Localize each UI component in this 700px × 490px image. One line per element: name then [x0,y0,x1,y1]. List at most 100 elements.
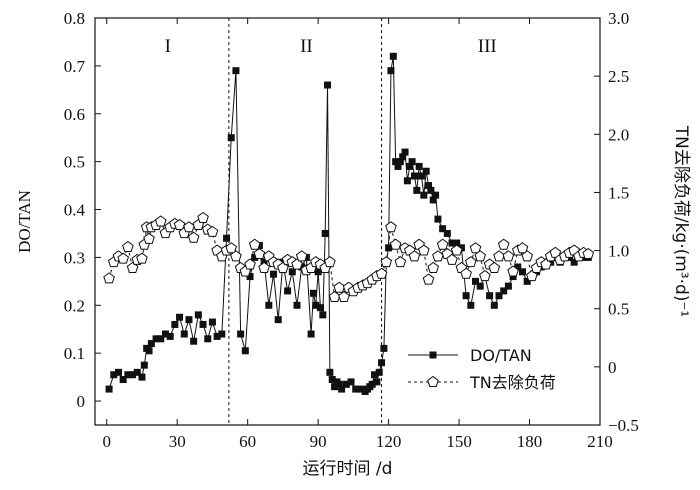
data-point-do-tan [298,263,306,271]
y-right-tick-label: 1.5 [608,183,629,202]
data-point-do-tan [352,385,360,393]
y-right-tick-label: 1.0 [608,242,629,261]
data-point-do-tan [375,368,383,376]
data-point-tn-removal [173,218,186,230]
data-point-tn-removal [103,272,115,284]
x-tick-label: 120 [376,432,402,451]
y-right-tick-label: 3.0 [608,9,629,28]
data-point-tn-removal [154,215,167,227]
data-point-do-tan [293,301,301,309]
data-point-do-tan [394,162,402,170]
x-tick-label: 150 [446,432,472,451]
data-point-do-tan [392,158,400,166]
data-point-tn-removal [488,261,501,273]
data-point-do-tan [429,196,437,204]
data-point-do-tan [129,371,137,379]
data-point-tn-removal [526,270,538,282]
data-point-do-tan [504,282,512,290]
phase-label: II [300,36,313,57]
data-point-do-tan [389,52,397,60]
data-point-do-tan [490,301,498,309]
data-point-do-tan [284,287,292,295]
data-point-tn-removal [479,270,491,282]
data-point-do-tan [114,368,122,376]
data-point-do-tan [472,277,480,285]
data-point-do-tan [378,359,386,367]
data-point-do-tan [251,253,259,261]
data-point-do-tan [417,172,425,180]
data-point-tn-removal [333,281,346,293]
data-point-do-tan [509,273,517,281]
data-point-do-tan [138,373,146,381]
data-point-tn-removal [338,290,350,303]
data-point-do-tan [448,239,456,247]
data-point-tn-removal [253,247,266,260]
data-point-do-tan [422,167,430,175]
data-point-tn-removal [258,261,270,273]
data-point-do-tan [328,376,336,384]
data-point-do-tan [133,368,141,376]
y-left-axis-label: DO/TAN [15,190,34,253]
data-point-do-tan [439,225,447,233]
data-point-do-tan [486,292,494,300]
data-point-do-tan [406,162,414,170]
data-point-do-tan [331,383,339,391]
data-point-do-tan [342,380,350,388]
plot-frame [94,17,601,426]
data-point-tn-removal [380,256,393,268]
data-point-do-tan [500,287,508,295]
y-right-tick-label: 0 [608,358,617,377]
data-point-tn-removal [446,253,458,265]
data-point-do-tan [457,244,465,252]
y-right-tick-label: 0.5 [608,300,629,319]
data-point-tn-removal [117,252,130,264]
y-left-tick-label: 0.5 [64,153,85,172]
data-point-do-tan [176,313,184,321]
y-right-tick-label: 2.5 [608,67,629,86]
data-point-do-tan [380,344,388,352]
data-point-do-tan [307,330,315,338]
data-point-do-tan [204,335,212,343]
data-point-do-tan [166,332,174,340]
data-point-do-tan [432,191,440,199]
data-point-tn-removal [497,238,510,250]
data-point-tn-removal [126,261,139,273]
y-right-tick-label: 2.0 [608,125,629,144]
data-point-do-tan [476,282,484,290]
data-point-tn-removal [469,242,482,254]
x-tick-label: 0 [102,432,111,451]
y-left-tick-label: 0 [77,392,86,411]
data-point-tn-removal [460,267,472,279]
x-tick-label: 90 [310,432,327,451]
data-point-tn-removal [225,242,238,254]
data-point-do-tan [570,258,578,266]
data-point-do-tan [190,337,198,345]
legend-label-tn-removal: TN去除负荷 [469,373,556,392]
data-point-do-tan [274,316,282,324]
data-point-tn-removal [450,244,463,256]
data-point-do-tan [371,371,379,379]
data-point-do-tan [157,335,165,343]
data-point-tn-removal [422,273,435,285]
data-point-do-tan [335,380,343,388]
data-point-do-tan [199,320,207,328]
phase-label: I [165,36,171,57]
data-point-tn-removal [230,250,242,262]
data-point-do-tan [319,311,327,319]
data-point-do-tan [443,229,451,237]
legend-marker-do-tan [429,351,437,359]
data-point-do-tan [427,186,435,194]
data-point-tn-removal [436,238,449,250]
data-point-tn-removal [375,267,388,279]
data-point-do-tan [227,134,235,142]
data-point-do-tan [514,263,522,271]
data-point-tn-removal [516,242,529,254]
data-point-tn-removal [277,261,289,273]
data-point-do-tan [387,67,395,75]
data-point-tn-removal [206,225,219,237]
data-point-do-tan [270,270,278,278]
data-point-do-tan [140,361,148,369]
data-point-tn-removal [493,250,505,262]
legend-label-do-tan: DO/TAN [470,346,532,365]
